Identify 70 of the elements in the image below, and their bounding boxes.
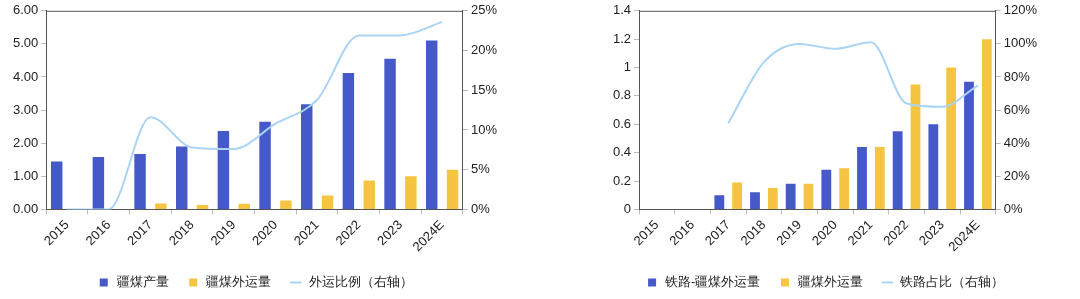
bar	[342, 73, 355, 209]
bar	[280, 200, 292, 209]
y2-tick-label: 0%	[1003, 200, 1023, 216]
bar	[839, 168, 850, 209]
bar	[981, 39, 992, 209]
y-tick-label: 1.2	[612, 30, 632, 46]
y2-tick-label: 40%	[1003, 134, 1031, 150]
bar	[155, 203, 167, 209]
bar	[928, 124, 939, 209]
y-tick-label: 5.00	[12, 35, 39, 51]
bar	[767, 188, 778, 209]
bar	[857, 146, 867, 209]
y2-tick-label: 25%	[470, 2, 498, 18]
y-tick-label: 1.00	[12, 167, 39, 183]
bar	[301, 104, 313, 209]
bar	[238, 203, 250, 209]
y-tick-label: 4.00	[12, 68, 39, 84]
legend-label: 外运比例（右轴）	[308, 274, 413, 290]
y2-tick-label: 120%	[1003, 2, 1038, 18]
line-series	[727, 41, 979, 125]
bar	[196, 205, 209, 209]
y2-tick-label: 5%	[470, 161, 491, 177]
bar	[874, 146, 885, 209]
y-tick-label: 1	[623, 59, 632, 75]
bar	[803, 183, 814, 209]
bar	[405, 176, 417, 209]
bar	[732, 182, 743, 209]
bar	[964, 81, 974, 209]
bar	[363, 180, 375, 209]
bar	[910, 84, 921, 209]
y2-tick-label: 60%	[1003, 101, 1031, 117]
legend-label: 铁路占比（右轴）	[899, 274, 1005, 290]
bar	[259, 121, 271, 209]
bar	[446, 169, 459, 209]
y-tick-label: 6.00	[12, 2, 39, 18]
y2-tick-label: 0%	[470, 200, 491, 216]
line-series	[66, 20, 444, 210]
y-tick-label: 0.00	[12, 200, 39, 216]
bar	[821, 169, 832, 209]
bar	[946, 67, 957, 209]
y2-tick-label: 20%	[1003, 167, 1031, 183]
y2-tick-label: 20%	[470, 42, 498, 58]
bar	[892, 131, 903, 209]
y-tick-label: 0.8	[612, 87, 632, 103]
y-tick-label: 0.2	[612, 172, 632, 188]
y-tick-label: 0.6	[612, 115, 632, 131]
y-tick-label: 3.00	[12, 101, 39, 117]
y-tick-label: 0.4	[612, 144, 632, 160]
bar	[175, 146, 188, 209]
y2-tick-label: 10%	[470, 121, 498, 137]
bar	[50, 161, 63, 209]
bar	[785, 183, 796, 209]
bar	[134, 154, 146, 209]
bar	[750, 192, 760, 209]
bar	[426, 40, 438, 209]
bar	[92, 157, 105, 209]
legend-label: 铁路-疆煤外运量	[664, 274, 761, 290]
bar	[321, 195, 334, 209]
y2-tick-label: 100%	[1003, 35, 1038, 51]
y-tick-label: 1.4	[612, 2, 632, 18]
legend-label: 疆煤外运量	[797, 274, 863, 290]
legend-label: 疆煤外运量	[206, 274, 272, 290]
bar	[384, 58, 396, 209]
y2-tick-label: 80%	[1003, 68, 1031, 84]
y2-tick-label: 15%	[470, 81, 498, 97]
bar	[217, 130, 230, 209]
y-tick-label: 2.00	[12, 134, 39, 150]
bar	[714, 195, 725, 209]
y-tick-label: 0	[623, 200, 632, 216]
legend-label: 疆煤产量	[116, 274, 169, 290]
